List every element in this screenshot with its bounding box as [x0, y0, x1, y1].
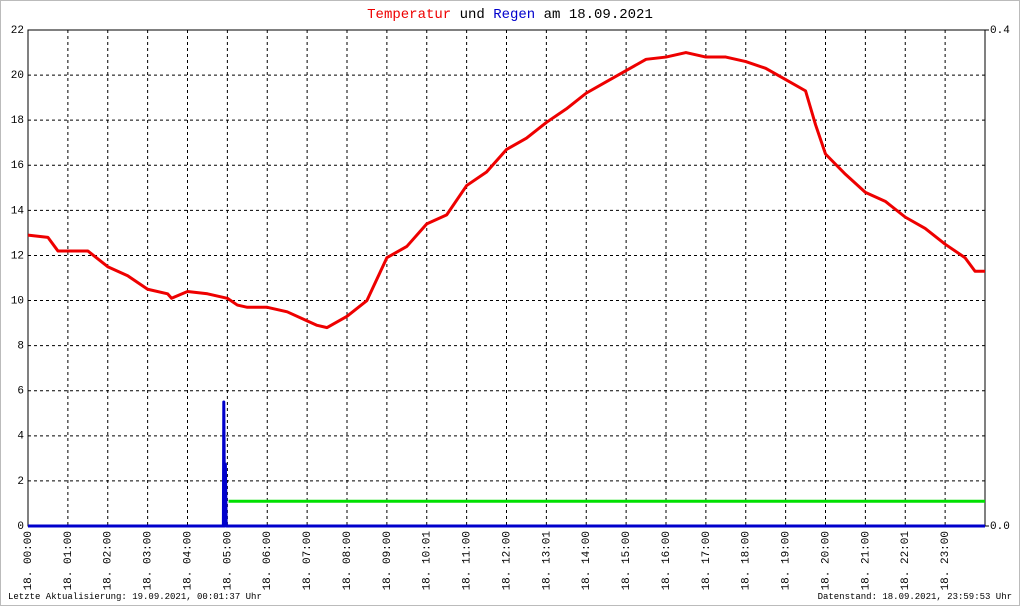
x-tick-label: 18. 10:01	[422, 531, 434, 591]
x-tick-label: 18. 07:00	[302, 531, 314, 590]
y-tick-label: 18	[11, 115, 24, 127]
y-tick-label: 0	[17, 521, 24, 533]
title-series-rain: Regen	[493, 7, 535, 23]
footer-right: Datenstand: 18.09.2021, 23:59:53 Uhr	[818, 592, 1012, 602]
x-tick-label: 18. 16:00	[661, 531, 673, 590]
y-tick-label: 10	[11, 295, 24, 307]
y-tick-label: 22	[11, 25, 24, 37]
y-tick-label: 8	[17, 341, 24, 353]
x-tick-label: 18. 05:00	[222, 531, 234, 590]
chart-title: Temperatur und Regen am 18.09.2021	[367, 7, 653, 23]
series-line	[28, 400, 985, 528]
title-suffix: am 18.09.2021	[544, 7, 653, 23]
x-tick-label: 18. 03:00	[143, 531, 155, 590]
title-series-temp: Temperatur	[367, 7, 451, 23]
x-tick-label: 18. 00:00	[23, 531, 35, 590]
title-joiner: und	[460, 7, 485, 23]
y-tick-label: 14	[11, 205, 25, 217]
x-tick-label: 18. 02:00	[103, 531, 115, 590]
x-tick-label: 18. 06:00	[262, 531, 274, 590]
y2-tick-label: 0.0	[990, 521, 1010, 533]
y-tick-label: 4	[17, 431, 24, 443]
y-tick-label: 12	[11, 250, 24, 262]
x-tick-label: 18. 09:00	[382, 531, 394, 590]
x-tick-label: 18. 18:00	[741, 531, 753, 590]
y-tick-label: 2	[17, 476, 24, 488]
x-tick-label: 18. 15:00	[621, 531, 633, 590]
y-tick-label: 20	[11, 70, 24, 82]
x-tick-label: 18. 14:00	[581, 531, 593, 590]
x-tick-label: 18. 23:00	[940, 531, 952, 590]
footer-left: Letzte Aktualisierung: 19.09.2021, 00:01…	[8, 592, 262, 602]
x-tick-label: 18. 04:00	[182, 531, 194, 590]
x-tick-label: 18. 08:00	[342, 531, 354, 590]
x-tick-label: 18. 22:01	[900, 531, 912, 591]
x-tick-label: 18. 12:00	[501, 531, 513, 590]
y-tick-label: 16	[11, 160, 24, 172]
series-line	[27, 51, 985, 330]
x-tick-label: 18. 13:01	[541, 531, 553, 591]
x-tick-label: 18. 17:00	[701, 531, 713, 590]
x-tick-label: 18. 21:00	[860, 531, 872, 590]
x-tick-label: 18. 11:00	[462, 531, 474, 590]
x-tick-label: 18. 01:00	[63, 531, 75, 590]
y-tick-label: 6	[17, 386, 24, 398]
y2-tick-label: 0.4	[990, 25, 1010, 37]
x-tick-label: 18. 19:00	[781, 531, 793, 590]
x-tick-label: 18. 20:00	[820, 531, 832, 590]
